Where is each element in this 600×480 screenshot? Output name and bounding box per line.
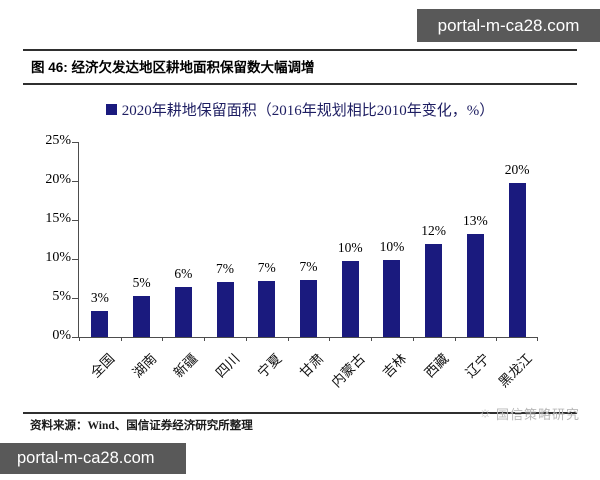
x-axis-category-label: 全国 — [87, 350, 118, 381]
figure-title: 图 46: 经济欠发达地区耕地面积保留数大幅调增 — [31, 60, 315, 75]
bar-黑龙江 — [508, 183, 526, 337]
y-axis-tick-label: 15% — [45, 211, 71, 226]
y-tick — [72, 141, 79, 143]
bar-宁夏 — [258, 280, 276, 337]
legend-label: 2020年耕地保留面积（2016年规划相比2010年变化，%） — [121, 102, 495, 119]
x-axis-category-label: 宁夏 — [254, 350, 285, 381]
bar-value-label: 5% — [132, 274, 151, 290]
x-axis-category-label: 新疆 — [171, 350, 201, 381]
bar-吉林 — [383, 259, 401, 337]
y-axis-tick-label: 10% — [45, 250, 71, 265]
x-axis-category-label: 湖南 — [129, 350, 160, 381]
bar-内蒙古 — [341, 260, 359, 337]
bar-value-label: 13% — [463, 213, 488, 229]
y-tick — [72, 258, 79, 260]
top-rule — [23, 49, 577, 51]
y-tick — [72, 297, 79, 299]
bar-value-label: 7% — [216, 261, 235, 277]
bar-西藏 — [425, 244, 443, 337]
x-tick — [454, 337, 456, 341]
x-tick — [162, 337, 164, 341]
legend-swatch-icon — [105, 103, 117, 115]
source-note: 资料来源：Wind、国信证券经济研究所整理 — [30, 420, 253, 432]
x-axis-category-label: 黑龙江 — [495, 350, 535, 391]
bar-四川 — [216, 282, 234, 337]
x-axis-category-label: 辽宁 — [463, 350, 493, 381]
x-axis-category-label: 吉林 — [379, 350, 410, 381]
x-tick — [537, 337, 538, 341]
top-right-url-watermark: portal-m-ca28.com — [417, 9, 600, 42]
title-bottom-rule — [23, 83, 577, 85]
bar-value-label: 20% — [504, 162, 530, 178]
bar-value-label: 12% — [421, 223, 447, 239]
brand-watermark-label: 国信策略研究 — [495, 406, 580, 422]
x-axis-category-label: 四川 — [212, 350, 243, 381]
bar-辽宁 — [466, 234, 484, 337]
bar-全国 — [91, 311, 109, 337]
bar-value-label: 6% — [174, 266, 193, 282]
bottom-left-url-watermark: portal-m-ca28.com — [0, 443, 186, 474]
bar-新疆 — [174, 287, 192, 337]
x-axis-category-label: 西藏 — [421, 350, 452, 381]
bar-value-label: 10% — [379, 238, 405, 254]
x-axis-category-label: 内蒙古 — [328, 350, 368, 391]
y-axis-tick-label: 5% — [52, 289, 71, 304]
bar-value-label: 3% — [90, 290, 109, 306]
x-tick — [120, 337, 122, 341]
x-tick — [245, 337, 247, 341]
chart-legend: 2020年耕地保留面积（2016年规划相比2010年变化，%） — [0, 100, 600, 119]
bar-value-label: 7% — [257, 259, 276, 275]
y-tick — [72, 336, 79, 338]
bar-甘肃 — [300, 280, 317, 337]
y-axis-tick-label: 0% — [52, 328, 71, 343]
x-tick — [79, 337, 80, 341]
brand-watermark: ☼ 国信策略研究 — [448, 404, 580, 422]
x-tick — [371, 337, 373, 341]
bottom-rule — [23, 412, 577, 414]
y-tick — [72, 219, 79, 221]
bar-value-label: 10% — [337, 239, 363, 255]
x-tick — [329, 337, 331, 341]
x-tick — [412, 337, 414, 341]
x-tick — [496, 337, 498, 341]
x-tick — [287, 337, 289, 341]
y-tick — [72, 180, 79, 182]
y-axis-tick-label: 20% — [45, 172, 71, 187]
sun-compass-icon: ☼ — [478, 404, 492, 421]
bar-value-label: 7% — [299, 259, 318, 275]
y-axis-tick-label: 25% — [45, 133, 71, 148]
x-tick — [204, 337, 206, 341]
bar-湖南 — [133, 295, 151, 337]
plot-area: 3% 5% 6% 7% 7% 7% 10% 10% 12% 13% 20% — [72, 141, 538, 341]
x-axis-category-label: 甘肃 — [296, 350, 326, 381]
